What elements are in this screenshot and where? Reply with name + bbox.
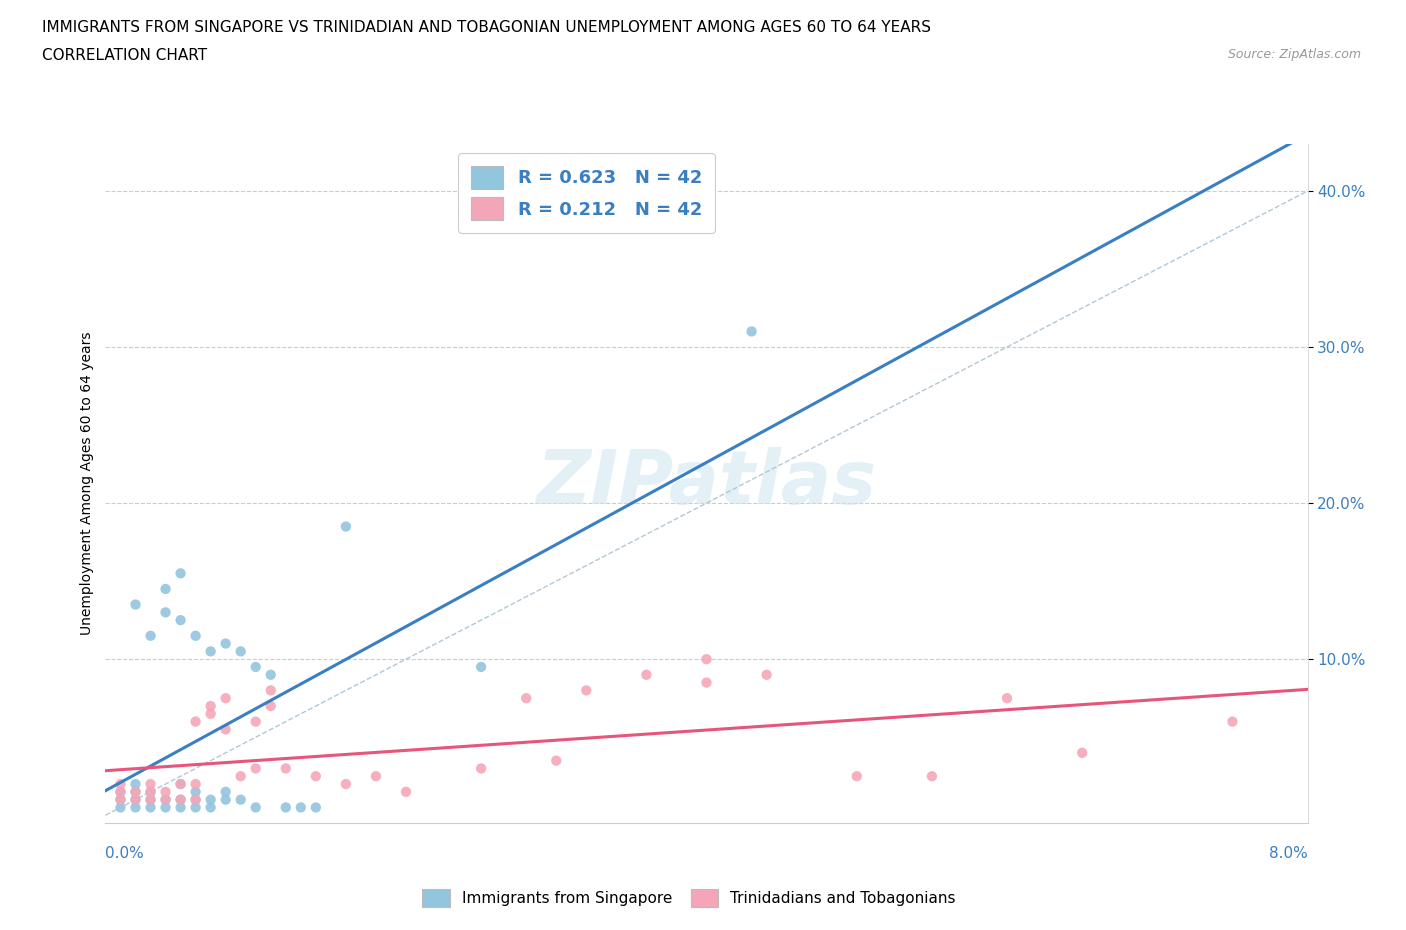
Point <box>169 792 191 807</box>
Point <box>214 691 236 706</box>
Point <box>200 707 222 722</box>
Legend: R = 0.623   N = 42, R = 0.212   N = 42: R = 0.623 N = 42, R = 0.212 N = 42 <box>458 153 714 233</box>
Point <box>305 800 328 815</box>
Text: ZIPatlas: ZIPatlas <box>537 447 876 520</box>
Point <box>214 722 236 737</box>
Point <box>1071 745 1094 760</box>
Point <box>845 769 868 784</box>
Text: CORRELATION CHART: CORRELATION CHART <box>42 48 207 63</box>
Legend: Immigrants from Singapore, Trinidadians and Tobagonians: Immigrants from Singapore, Trinidadians … <box>415 881 963 915</box>
Point <box>124 777 146 791</box>
Point <box>139 792 162 807</box>
Point <box>214 792 236 807</box>
Point <box>155 792 177 807</box>
Point <box>155 792 177 807</box>
Point <box>110 784 132 799</box>
Point <box>364 769 387 784</box>
Point <box>755 668 778 683</box>
Point <box>260 668 283 683</box>
Point <box>184 792 207 807</box>
Point <box>696 652 718 667</box>
Point <box>214 636 236 651</box>
Point <box>200 792 222 807</box>
Point <box>229 769 252 784</box>
Text: 8.0%: 8.0% <box>1268 846 1308 861</box>
Point <box>169 800 191 815</box>
Text: IMMIGRANTS FROM SINGAPORE VS TRINIDADIAN AND TOBAGONIAN UNEMPLOYMENT AMONG AGES : IMMIGRANTS FROM SINGAPORE VS TRINIDADIAN… <box>42 20 931 35</box>
Point <box>184 800 207 815</box>
Point <box>575 683 598 698</box>
Point <box>229 644 252 658</box>
Point <box>184 777 207 791</box>
Point <box>169 792 191 807</box>
Point <box>139 800 162 815</box>
Point <box>110 792 132 807</box>
Point <box>110 777 132 791</box>
Point <box>139 784 162 799</box>
Point <box>1222 714 1244 729</box>
Point <box>245 800 267 815</box>
Point <box>200 800 222 815</box>
Point <box>470 761 492 776</box>
Point <box>124 800 146 815</box>
Point <box>335 777 357 791</box>
Point <box>470 659 492 674</box>
Point <box>169 565 191 580</box>
Point <box>184 792 207 807</box>
Point <box>245 714 267 729</box>
Point <box>169 777 191 791</box>
Point <box>124 792 146 807</box>
Point <box>200 644 222 658</box>
Point <box>335 519 357 534</box>
Point <box>110 800 132 815</box>
Point <box>124 792 146 807</box>
Point <box>169 777 191 791</box>
Text: 0.0%: 0.0% <box>105 846 145 861</box>
Point <box>274 800 297 815</box>
Point <box>139 784 162 799</box>
Point <box>155 581 177 596</box>
Point <box>274 761 297 776</box>
Point <box>305 769 328 784</box>
Point <box>245 659 267 674</box>
Point <box>290 800 312 815</box>
Point <box>124 784 146 799</box>
Point <box>155 604 177 619</box>
Point <box>395 784 418 799</box>
Point <box>995 691 1018 706</box>
Point <box>741 324 763 339</box>
Point <box>636 668 658 683</box>
Point <box>245 761 267 776</box>
Point <box>110 792 132 807</box>
Point <box>184 784 207 799</box>
Point <box>110 784 132 799</box>
Point <box>139 777 162 791</box>
Point <box>260 698 283 713</box>
Point <box>184 714 207 729</box>
Point <box>229 792 252 807</box>
Point <box>139 629 162 644</box>
Y-axis label: Unemployment Among Ages 60 to 64 years: Unemployment Among Ages 60 to 64 years <box>80 332 94 635</box>
Point <box>124 597 146 612</box>
Point <box>214 784 236 799</box>
Point <box>921 769 943 784</box>
Point <box>184 629 207 644</box>
Point <box>696 675 718 690</box>
Point <box>155 784 177 799</box>
Point <box>260 683 283 698</box>
Point <box>546 753 568 768</box>
Point <box>155 800 177 815</box>
Text: Source: ZipAtlas.com: Source: ZipAtlas.com <box>1227 48 1361 61</box>
Point <box>200 698 222 713</box>
Point <box>515 691 537 706</box>
Point <box>124 784 146 799</box>
Point <box>139 792 162 807</box>
Point <box>169 613 191 628</box>
